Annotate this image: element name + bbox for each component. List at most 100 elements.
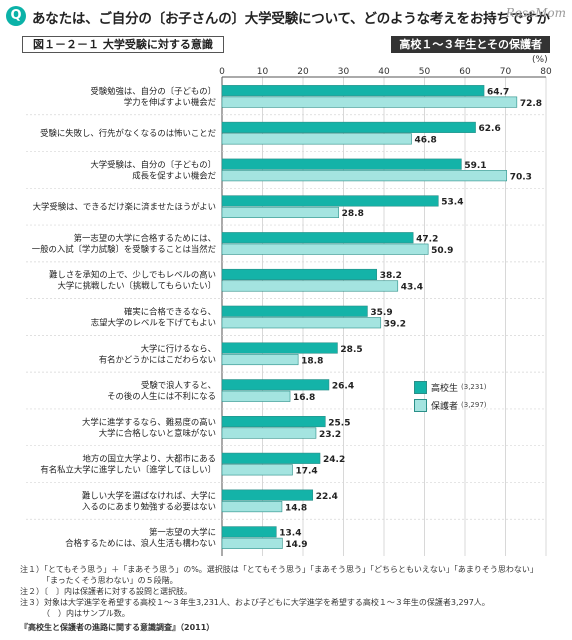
legend: 高校生 (3,231) 保護者 (3,297) [414, 378, 487, 414]
data-label-parents: 46.8 [415, 136, 437, 146]
watermark: ReseMom [505, 6, 566, 20]
category-label: 志望大学のレベルを下げてもよい [91, 318, 216, 328]
bar-parents [221, 317, 382, 329]
x-tick-label: 70 [500, 67, 512, 77]
note-1-cont: 「まったくそう思わない」の５段階。 [42, 576, 178, 585]
data-label-students: 13.4 [279, 529, 301, 539]
figure-title: 図１－２－１ 大学受験に対する意識 [22, 36, 224, 53]
axis-unit: (%) [532, 55, 548, 65]
x-tick-label: 20 [297, 67, 309, 77]
bar-parents [221, 427, 317, 439]
legend-n-parents: (3,297) [461, 401, 487, 409]
data-label-students: 47.2 [416, 234, 438, 244]
category-label: 入るのにあまり勉強する必要はない [82, 501, 216, 511]
data-label-students: 62.6 [479, 124, 501, 134]
bar-students [221, 195, 439, 207]
data-label-parents: 17.4 [295, 467, 317, 477]
category-label: 難しさを承知の上で、少しでもレベルの高い [49, 270, 216, 280]
bar-students [221, 158, 462, 170]
data-label-parents: 23.2 [319, 430, 341, 440]
bar-parents [221, 353, 299, 366]
category-label: 地方の国立大学より、大都市にある [83, 454, 217, 464]
bar-students [221, 379, 330, 391]
bar-parents [221, 206, 339, 218]
bar-students [221, 416, 326, 428]
legend-swatch-students [414, 380, 427, 394]
bar-chart: 0 10 20 30 40 50 60 70 80 受験勉強は、自分の〔子どもの〕学力を伸ばすよい… [26, 67, 552, 556]
data-label-students: 26.4 [332, 382, 354, 392]
category-label: 有名かどうかにはこだわらない [99, 354, 216, 364]
bar-parents [221, 464, 293, 476]
bar-students [221, 452, 321, 464]
data-label-students: 25.5 [328, 418, 350, 428]
category-label: 大学に合格しないと意味がない [99, 428, 216, 438]
bar-students [221, 85, 485, 97]
respondents-badge: 高校１～３年生とその保護者 [391, 36, 550, 53]
x-tick-label: 80 [540, 67, 552, 77]
x-tick-label: 0 [219, 67, 225, 77]
category-label: 合格するためには、浪人生活も構わない [65, 538, 216, 548]
data-label-students: 38.2 [380, 271, 402, 281]
note-2: 注２）〔 〕内は保護者に対する設問と選択肢。 [20, 587, 192, 596]
data-label-students: 59.1 [464, 161, 486, 171]
note-1: 注１）「とてもそう思う」＋「まあそう思う」の%。選択肢は「とてもそう思う」「まあ… [20, 565, 538, 574]
legend-item-parents: 保護者 (3,297) [414, 396, 487, 414]
category-label: 一般の入試〔学力試験〕を受験することは当然だ [32, 244, 216, 254]
legend-n-students: (3,231) [461, 383, 487, 391]
category-label: 第一志望の大学に [149, 527, 216, 537]
category-label: 難しい大学を選ばなければ、大学に [82, 490, 216, 500]
bar-students [221, 268, 378, 281]
category-label: 成長を促すよい機会だ [132, 170, 216, 180]
legend-item-students: 高校生 (3,231) [414, 378, 487, 396]
category-label: 確実に合格できるなら、 [124, 307, 216, 317]
data-label-students: 64.7 [487, 87, 509, 97]
data-label-parents: 16.8 [293, 393, 315, 403]
bar-parents [221, 501, 283, 513]
bar-parents [221, 170, 508, 182]
data-label-parents: 14.8 [285, 503, 307, 513]
category-label: 学力を伸ばすよい機会だ [124, 97, 216, 107]
category-label: 受験に失敗し、行先がなくなるのは怖いことだ [40, 128, 216, 138]
bar-parents [221, 243, 429, 255]
bar-students [221, 305, 368, 317]
note-3-cont: （ ）内はサンプル数。 [42, 609, 130, 618]
category-label: その後の人生には不利になる [107, 391, 216, 401]
data-label-parents: 18.8 [301, 356, 323, 366]
data-label-parents: 72.8 [520, 99, 542, 109]
bar-parents [221, 390, 291, 402]
legend-swatch-parents [414, 398, 427, 412]
category-label: 大学に挑戦したい〔挑戦してもらいたい〕 [58, 281, 216, 291]
x-tick-label: 60 [459, 67, 471, 77]
notes: 注１）「とてもそう思う」＋「まあそう思う」の%。選択肢は「とてもそう思う」「まあ… [20, 564, 538, 633]
bar-parents [221, 537, 283, 549]
bar-parents [221, 280, 399, 292]
category-label: 第一志望の大学に合格するためには、 [74, 233, 216, 243]
data-label-parents: 43.4 [401, 283, 423, 293]
data-label-parents: 50.9 [431, 246, 453, 256]
data-label-students: 53.4 [441, 198, 463, 208]
legend-label-parents: 保護者 [431, 401, 459, 412]
data-label-parents: 14.9 [285, 540, 307, 550]
data-label-students: 35.9 [370, 308, 392, 318]
category-label: 大学に行けるなら、 [141, 343, 216, 353]
x-tick-label: 40 [378, 67, 390, 77]
category-label: 受験勉強は、自分の〔子どもの〕 [90, 86, 216, 96]
x-tick-label: 50 [419, 67, 431, 77]
data-label-students: 22.4 [316, 492, 338, 502]
category-label: 受験で浪人すると、 [141, 380, 216, 390]
bar-students [221, 121, 476, 133]
bar-students [221, 232, 414, 244]
bar-students [221, 342, 338, 354]
bar-students [221, 489, 314, 501]
bar-parents [221, 96, 518, 108]
category-label: 大学受験は、自分の〔子どもの〕 [90, 159, 216, 169]
data-label-parents: 39.2 [384, 320, 406, 330]
source: 『高校生と保護者の進路に関する意識調査』（2011） [20, 623, 215, 632]
data-label-students: 24.2 [323, 455, 345, 465]
data-label-parents: 70.3 [510, 172, 532, 182]
x-tick-label: 10 [257, 67, 269, 77]
note-3: 注３）対象は大学進学を希望する高校１～３年生3,231人、および子どもに大学進学… [20, 598, 490, 607]
legend-label-students: 高校生 [431, 383, 459, 394]
category-label: 有名私立大学に進学したい〔進学してほしい〕 [40, 465, 216, 475]
bar-parents [221, 133, 412, 145]
